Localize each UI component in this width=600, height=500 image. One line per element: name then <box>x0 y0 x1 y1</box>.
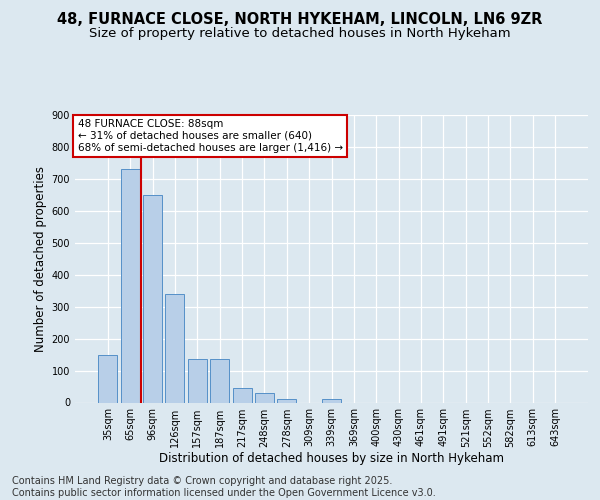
Bar <box>188 360 207 403</box>
Bar <box>322 400 341 402</box>
Y-axis label: Number of detached properties: Number of detached properties <box>34 166 47 352</box>
Text: Contains HM Land Registry data © Crown copyright and database right 2025.
Contai: Contains HM Land Registry data © Crown c… <box>12 476 436 498</box>
Bar <box>277 400 296 402</box>
Text: 48 FURNACE CLOSE: 88sqm
← 31% of detached houses are smaller (640)
68% of semi-d: 48 FURNACE CLOSE: 88sqm ← 31% of detache… <box>77 120 343 152</box>
Bar <box>98 354 118 403</box>
Bar <box>121 170 140 402</box>
Text: 48, FURNACE CLOSE, NORTH HYKEHAM, LINCOLN, LN6 9ZR: 48, FURNACE CLOSE, NORTH HYKEHAM, LINCOL… <box>58 12 542 28</box>
Bar <box>210 360 229 403</box>
Bar <box>255 393 274 402</box>
Text: Size of property relative to detached houses in North Hykeham: Size of property relative to detached ho… <box>89 28 511 40</box>
Bar <box>233 388 251 402</box>
Bar <box>143 195 162 402</box>
X-axis label: Distribution of detached houses by size in North Hykeham: Distribution of detached houses by size … <box>159 452 504 466</box>
Bar <box>166 294 184 403</box>
